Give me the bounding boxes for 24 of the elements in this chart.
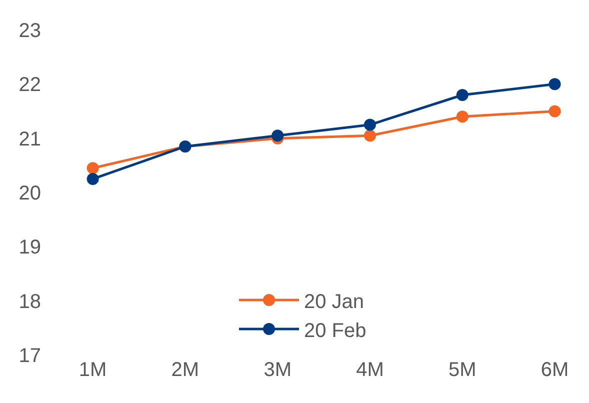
point	[86, 172, 99, 185]
point	[548, 105, 561, 118]
x-tick-label: 4M	[356, 359, 384, 381]
y-tick-label: 22	[18, 74, 41, 96]
y-tick-label: 21	[18, 128, 41, 150]
point	[456, 89, 468, 101]
point	[364, 118, 376, 131]
y-tick-label: 18	[18, 290, 41, 313]
point	[548, 78, 561, 90]
x-tick-label: 3M	[264, 359, 292, 381]
point	[456, 110, 468, 123]
point	[86, 162, 99, 174]
legend-label: 20 Feb	[304, 320, 366, 342]
y-tick-label: 23	[18, 20, 41, 42]
x-tick-label: 1M	[78, 359, 107, 381]
y-tick-label: 20	[18, 182, 41, 204]
y-tick-label: 17	[18, 345, 41, 367]
x-tick-label: 5M	[448, 359, 476, 381]
x-tick-label: 2M	[171, 359, 200, 381]
x-tick-label: 6M	[540, 359, 569, 381]
legend-label: 20 Jan	[304, 290, 364, 313]
point	[272, 130, 284, 142]
y-tick-label: 19	[18, 236, 41, 259]
point	[364, 130, 376, 142]
